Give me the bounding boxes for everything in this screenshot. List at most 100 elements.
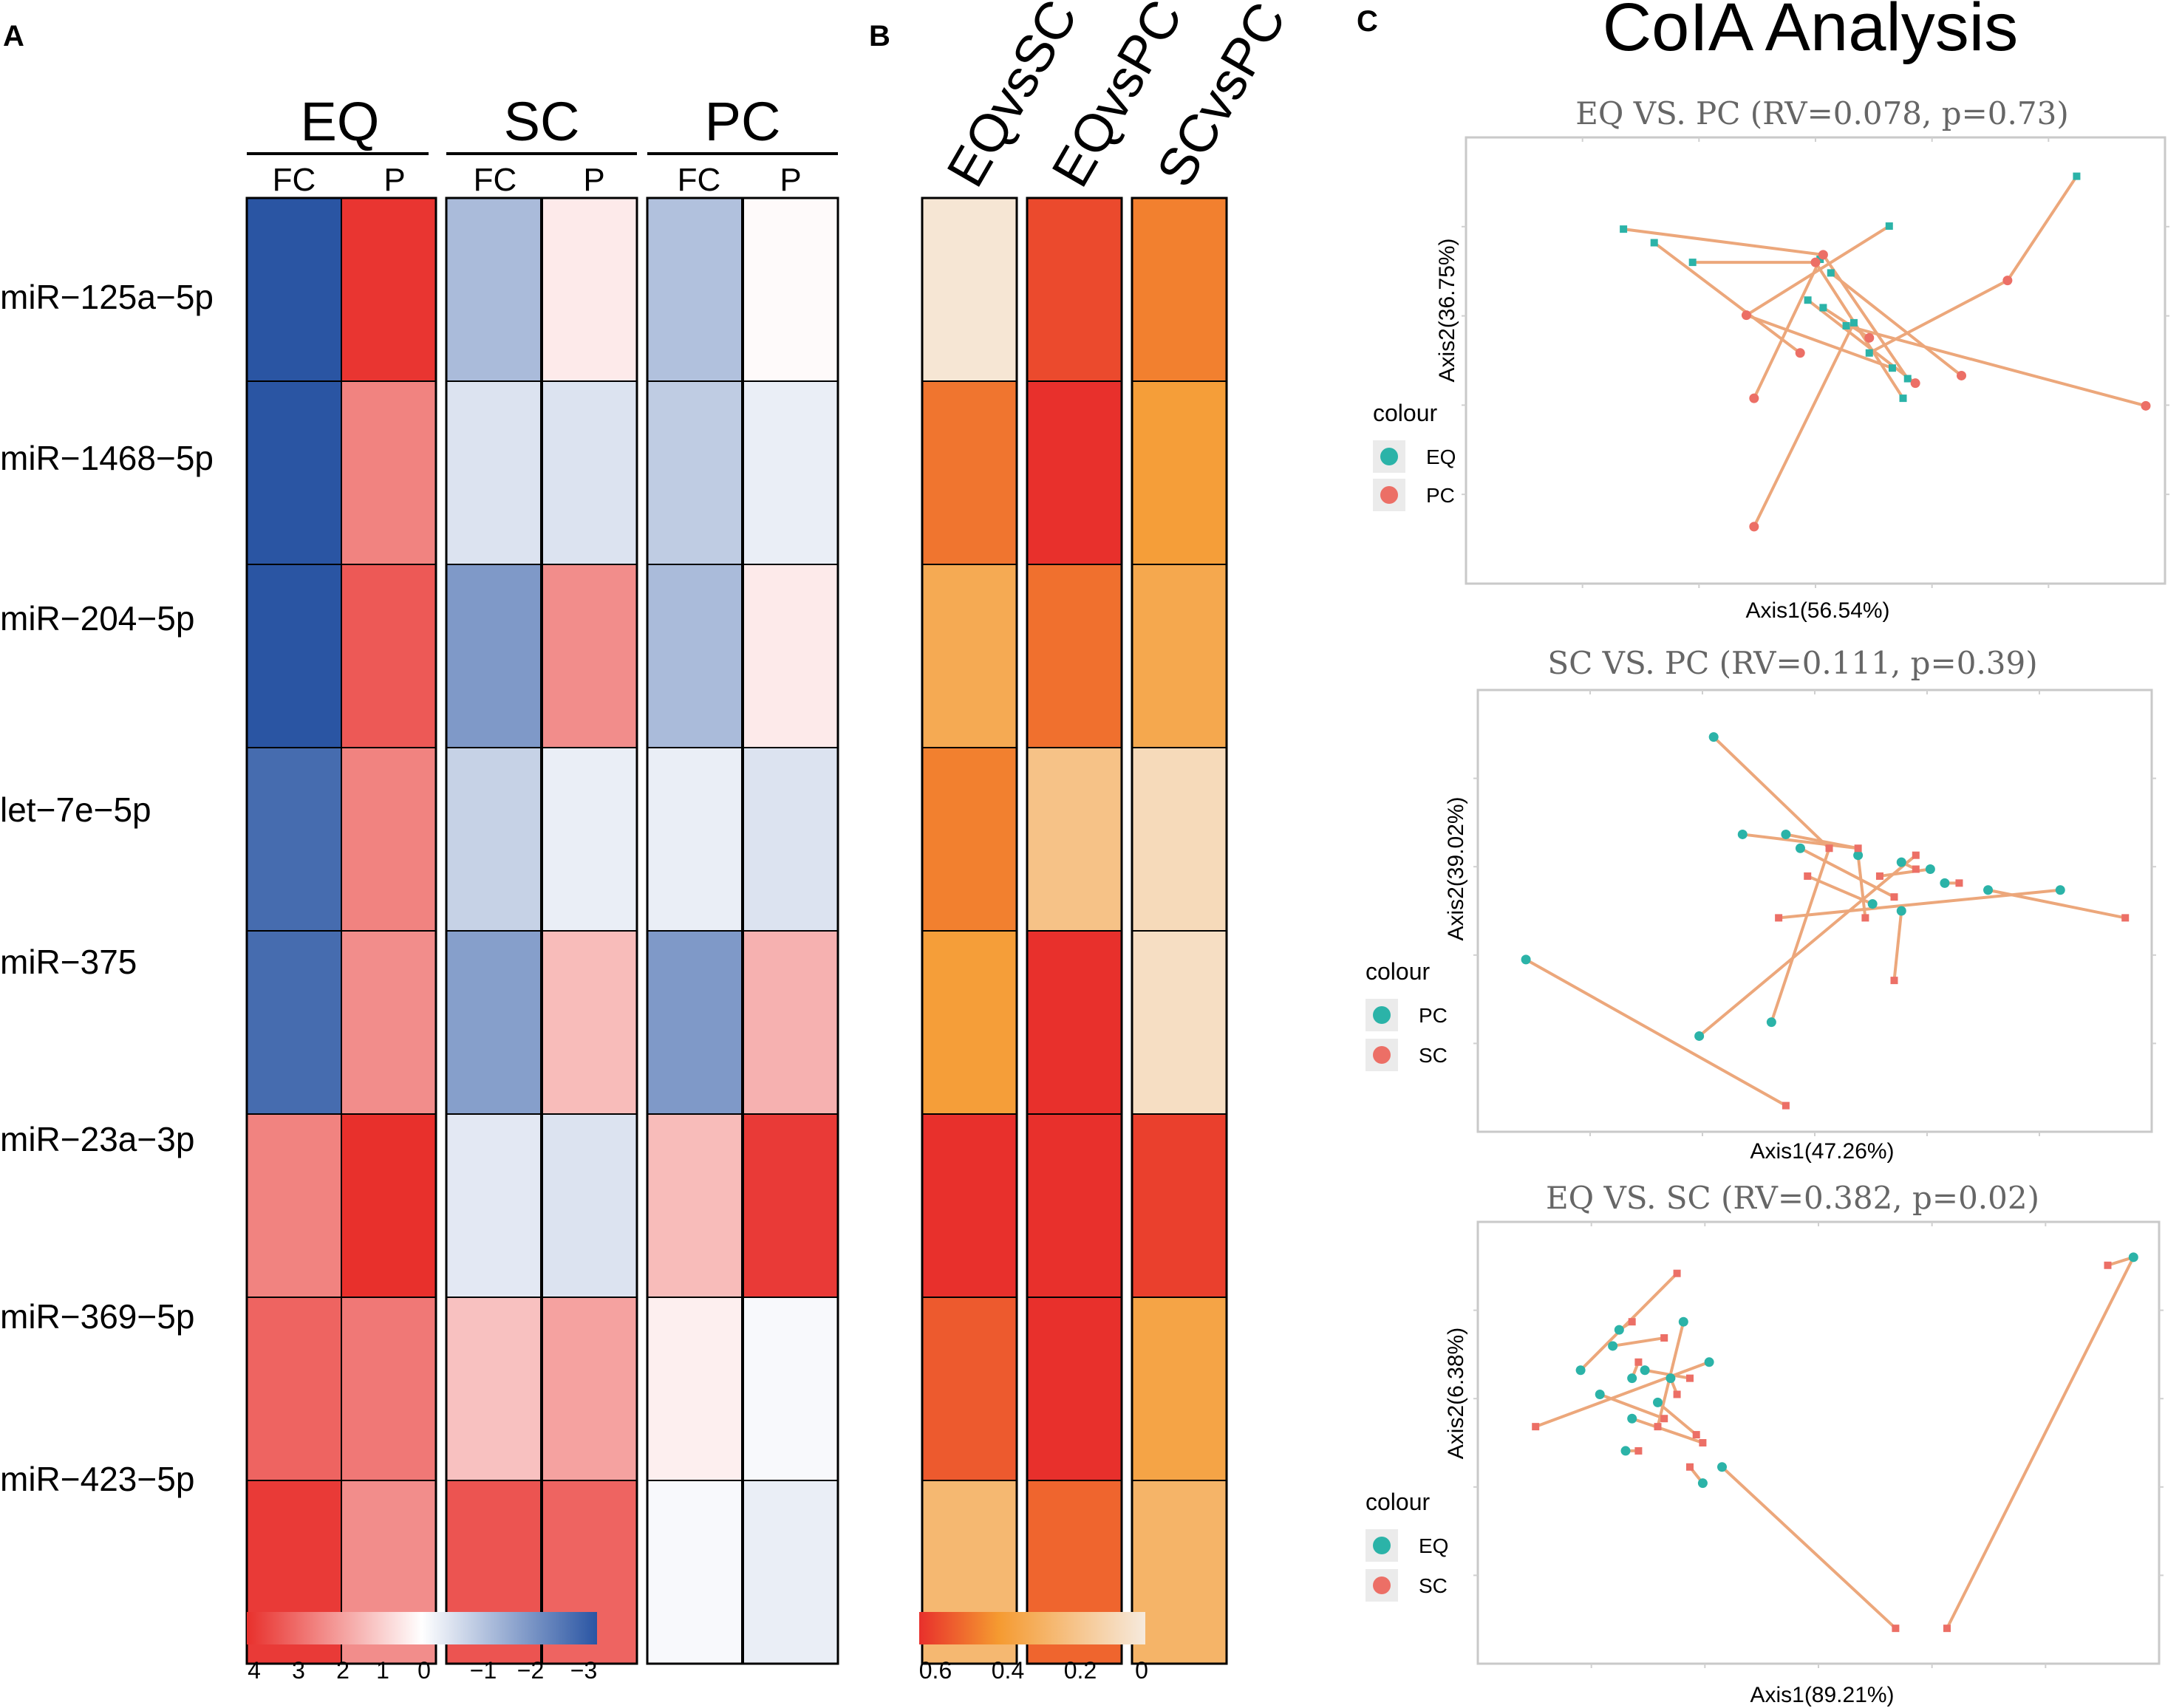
legend: colour PC SC <box>1366 958 1448 1071</box>
point-pc <box>2141 400 2151 411</box>
heatmap-a-block-border <box>245 197 437 1665</box>
point-pc <box>1940 878 1950 888</box>
subcol-sc-fc: FC <box>474 162 517 198</box>
plot-frame <box>1465 136 2166 585</box>
point-eq <box>1650 239 1658 247</box>
point-sc <box>1890 977 1898 985</box>
colorbar-b-tick: 0.4 <box>992 1657 1024 1684</box>
point-eq <box>1620 1446 1631 1456</box>
heatmap-a-cell <box>446 197 542 382</box>
heatmap-a-cell <box>647 1480 743 1664</box>
heatmap-b-cell <box>1026 564 1122 748</box>
point-pc <box>1867 899 1878 909</box>
point-eq <box>1717 1462 1727 1472</box>
subcol-eq-fc: FC <box>273 162 316 198</box>
x-axis-label: Axis1(47.26%) <box>1750 1139 1894 1164</box>
subcol-eq-p: P <box>383 162 405 198</box>
legend-label: EQ <box>1426 445 1456 468</box>
heatmap-a-cell <box>246 930 342 1115</box>
colorbar-a-tick: −3 <box>570 1657 597 1684</box>
legend: colour EQ PC <box>1373 400 1456 511</box>
point-pc <box>1708 732 1719 742</box>
link-line <box>1879 867 1931 878</box>
heatmap-a-cell <box>446 930 542 1115</box>
plot-title: EQ VS. PC (RV=0.078, p=0.73) <box>1575 95 2068 131</box>
link-line <box>1830 271 1963 378</box>
link-line <box>1770 847 1831 1023</box>
coia-plot-sc-vs-pc: SC VS. PC (RV=0.111, p=0.39) Axis1(47.26… <box>1366 645 2156 1164</box>
point-sc <box>1628 1318 1636 1326</box>
point-eq <box>1903 375 1912 383</box>
point-pc <box>1795 843 1805 853</box>
point-pc <box>1741 310 1751 321</box>
colorbar-b: 0.6 0.4 0.2 0 <box>919 1612 1148 1684</box>
point-sc <box>1673 1269 1681 1277</box>
point-sc <box>1782 1101 1790 1110</box>
plot-marks <box>1462 137 2169 588</box>
heatmap-b-cell <box>921 747 1017 932</box>
link-line <box>1698 854 1917 1037</box>
heatmap-a-cell <box>446 1113 542 1298</box>
link-line <box>1599 1393 1665 1421</box>
heatmap-a-cell <box>446 380 542 565</box>
plot-frame <box>1476 1220 2161 1665</box>
point-pc <box>1749 522 1759 532</box>
heatmap-a-cell <box>542 747 638 932</box>
point-sc <box>1775 914 1783 922</box>
point-pc <box>1896 906 1906 916</box>
heatmap-a-cell <box>743 747 839 932</box>
colorbar-b-tick: 0.2 <box>1064 1657 1097 1684</box>
point-sc <box>1804 872 1812 880</box>
point-eq <box>1697 1478 1708 1489</box>
point-sc <box>1532 1423 1540 1431</box>
heatmap-b-cell <box>1131 747 1227 932</box>
link-line <box>2006 175 2079 281</box>
link-line <box>1632 1417 1704 1444</box>
colorbar-a: 4 3 2 1 0 −1 −2 −3 <box>247 1612 597 1684</box>
heatmap-b-cell <box>921 564 1017 748</box>
y-axis-label: Axis2(36.75%) <box>1435 238 1459 382</box>
row-label-mir-204-5p: miR−204−5p <box>0 599 194 638</box>
point-sc <box>1825 844 1833 853</box>
point-pc <box>1853 850 1864 861</box>
link-line <box>1644 1368 1691 1380</box>
coia-plot-eq-vs-sc: EQ VS. SC (RV=0.382, p=0.02) Axis1(89.21… <box>1366 1180 2164 1707</box>
y-axis-label: Axis2(39.02%) <box>1444 796 1468 940</box>
heatmap-a-cell <box>246 380 342 565</box>
colorbar-a-tick: 1 <box>376 1657 389 1684</box>
heatmap-b-cell <box>921 930 1017 1115</box>
heatmap-a-block-border <box>646 197 839 1665</box>
heatmap-a-cell <box>246 197 342 382</box>
heatmap-b-cell <box>921 380 1017 565</box>
point-eq <box>1627 1413 1637 1424</box>
point-pc <box>1737 829 1748 839</box>
heatmap-a-cell <box>542 1297 638 1481</box>
point-pc <box>1521 954 1531 965</box>
heatmap-a-cell <box>743 930 839 1115</box>
heatmap-a-cell <box>743 1480 839 1664</box>
heatmap-a-cell <box>647 380 743 565</box>
point-pc <box>1910 378 1920 389</box>
panel-c-title: CoIA Analysis <box>1603 0 2019 65</box>
link-line <box>1753 322 1855 527</box>
link-line <box>1868 279 2008 355</box>
subcol-pc-fc: FC <box>678 162 721 198</box>
point-pc <box>1925 864 1935 875</box>
colorbar-b-tick: 0 <box>1135 1657 1148 1684</box>
point-eq <box>1888 364 1896 372</box>
colorbar-a-tick: 3 <box>292 1657 305 1684</box>
link-line <box>1807 298 1917 385</box>
heatmap-a-cell <box>743 1113 839 1298</box>
legend-marker-sc <box>1373 1577 1391 1594</box>
heatmap-a-cell <box>647 930 743 1115</box>
point-eq <box>1653 1397 1663 1407</box>
heatmap-a-cell <box>647 747 743 932</box>
heatmap-a-cell <box>542 564 638 748</box>
colorbar-a-tick: −2 <box>517 1657 544 1684</box>
row-label-mir-125a-5p: miR−125a−5p <box>0 278 214 316</box>
group-pc-header: PC <box>705 91 781 152</box>
point-eq <box>2073 172 2081 180</box>
heatmap-b-cell <box>921 1297 1017 1481</box>
colorbar-a-tick: 0 <box>417 1657 431 1684</box>
heatmap-b-cell <box>1131 380 1227 565</box>
